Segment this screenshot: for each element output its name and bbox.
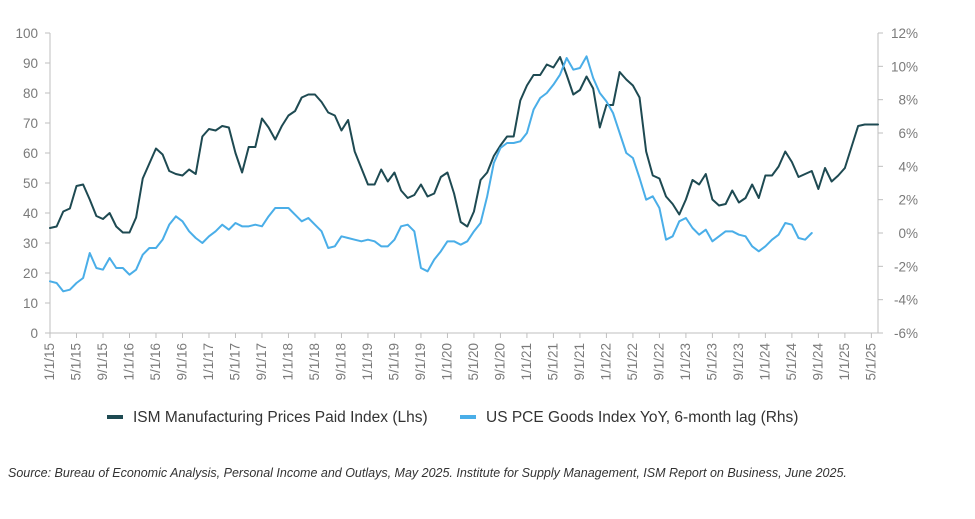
right-tick-label: -6% [894,326,918,341]
x-tick-label: 5/1/24 [784,343,799,381]
left-tick-label: 0 [30,326,38,341]
left-tick-label: 70 [23,116,38,131]
x-tick-label: 9/1/20 [492,343,507,381]
x-tick-label: 5/1/16 [148,343,163,381]
left-tick-label: 100 [15,26,38,41]
right-tick-label: -4% [894,293,918,308]
x-axis-ticks: 1/1/15 5/1/15 9/1/15 1/1/16 5/1/16 9/1/16 1/1/… [42,333,878,381]
right-tick-label: 10% [891,59,918,74]
x-tick-label: 9/1/21 [572,343,587,381]
x-tick-label: 5/1/22 [625,343,640,381]
x-tick-label: 1/1/24 [757,343,772,381]
x-tick-label: 1/1/20 [439,343,454,381]
left-tick-label: 30 [23,236,38,251]
left-tick-label: 50 [23,176,38,191]
right-tick-label: 0% [898,226,918,241]
axes [49,33,879,334]
left-tick-label: 10 [23,296,38,311]
legend: ISM Manufacturing Prices Paid Index (Lhs… [107,409,798,426]
x-tick-label: 9/1/17 [254,343,269,381]
x-tick-label: 5/1/20 [466,343,481,381]
left-tick-label: 60 [23,146,38,161]
source-note: Source: Bureau of Economic Analysis, Per… [8,466,847,480]
x-tick-label: 5/1/23 [704,343,719,381]
x-tick-label: 1/1/25 [837,343,852,381]
x-tick-label: 9/1/15 [95,343,110,381]
legend-label-ism: ISM Manufacturing Prices Paid Index (Lhs… [133,409,428,426]
left-tick-label: 40 [23,206,38,221]
left-y-axis-ticks: 0 10 20 30 40 50 60 70 80 90 100 [15,26,50,341]
right-tick-label: 2% [898,193,918,208]
left-tick-label: 80 [23,86,38,101]
right-tick-label: -2% [894,259,918,274]
x-tick-label: 5/1/21 [545,343,560,381]
x-tick-label: 1/1/15 [42,343,57,381]
right-tick-label: 12% [891,26,918,41]
x-tick-label: 9/1/24 [810,343,825,381]
right-y-axis-ticks: -6% -4% -2% 0% 2% 4% 6% 8% 10% 12% [878,26,918,341]
left-tick-label: 90 [23,56,38,71]
series-layer [49,55,879,293]
x-tick-label: 5/1/19 [386,343,401,381]
x-tick-label: 9/1/16 [174,343,189,381]
x-tick-label: 1/1/16 [121,343,136,381]
legend-label-pce: US PCE Goods Index YoY, 6-month lag (Rhs… [486,409,798,426]
x-tick-label: 9/1/18 [333,343,348,381]
x-tick-label: 1/1/18 [280,343,295,381]
series-line-ism-prices-paid [49,56,879,234]
right-tick-label: 6% [898,126,918,141]
x-tick-label: 5/1/15 [68,343,83,381]
x-tick-label: 1/1/23 [678,343,693,381]
x-tick-label: 5/1/18 [307,343,322,381]
left-tick-label: 20 [23,266,38,281]
series-line-pce-goods-yoy [49,55,813,293]
x-tick-label: 5/1/25 [863,343,878,381]
x-tick-label: 5/1/17 [227,343,242,381]
x-tick-label: 1/1/22 [598,343,613,381]
x-tick-label: 1/1/17 [201,343,216,381]
right-tick-label: 8% [898,93,918,108]
x-tick-label: 1/1/21 [519,343,534,381]
x-tick-label: 9/1/19 [413,343,428,381]
right-tick-label: 4% [898,159,918,174]
x-tick-label: 9/1/23 [731,343,746,381]
x-tick-label: 9/1/22 [651,343,666,381]
x-tick-label: 1/1/19 [360,343,375,381]
